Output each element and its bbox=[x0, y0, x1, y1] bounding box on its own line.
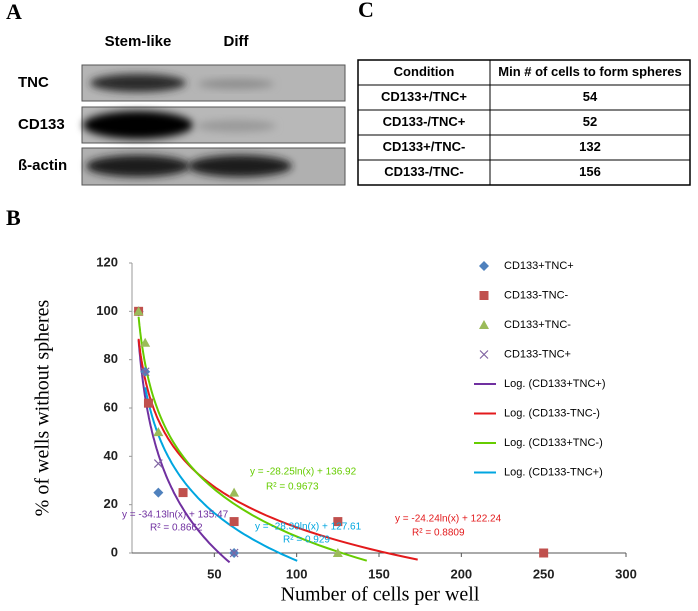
legend-label: Log. (CD133+TNC+) bbox=[504, 378, 606, 390]
trendline-equation: y = -34.13ln(x) + 135.47 bbox=[122, 510, 229, 521]
x-tick-label: 300 bbox=[615, 566, 637, 581]
y-tick-label: 0 bbox=[111, 544, 118, 559]
trendline bbox=[137, 339, 231, 564]
trendline-r2: R² = 0.9673 bbox=[266, 482, 319, 493]
trendline-equation: y = -28.39ln(x) + 127.61 bbox=[255, 522, 362, 533]
point bbox=[479, 261, 489, 271]
point bbox=[539, 548, 549, 558]
point bbox=[479, 291, 489, 300]
legend-label: Log. (CD133+TNC-) bbox=[504, 437, 603, 449]
trendline-r2: R² = 0.929 bbox=[283, 535, 330, 546]
table-cell: 156 bbox=[579, 164, 601, 179]
row-label: ß-actin bbox=[18, 157, 67, 174]
y-axis-label: % of wells without spheres bbox=[32, 299, 54, 516]
point bbox=[479, 320, 489, 329]
row-label: CD133 bbox=[18, 116, 65, 133]
legend-label: Log. (CD133-TNC-) bbox=[504, 407, 600, 419]
legend-label: CD133+TNC+ bbox=[504, 260, 574, 272]
table-cell: CD133-/TNC- bbox=[384, 164, 463, 179]
point bbox=[140, 367, 150, 377]
trendline-r2: R² = 0.8809 bbox=[412, 528, 465, 539]
trendline bbox=[144, 387, 298, 562]
y-tick-label: 100 bbox=[96, 303, 118, 318]
y-tick-label: 20 bbox=[104, 496, 118, 511]
column-label: Stem-like bbox=[105, 33, 172, 50]
y-tick-label: 80 bbox=[104, 351, 118, 366]
point bbox=[333, 517, 343, 527]
panel-label: A bbox=[6, 0, 22, 24]
y-tick-label: 60 bbox=[104, 399, 118, 414]
x-axis-label: Number of cells per well bbox=[281, 584, 480, 606]
table-cell: 132 bbox=[579, 139, 601, 154]
point bbox=[479, 350, 489, 359]
column-label: Diff bbox=[224, 33, 250, 50]
point bbox=[229, 517, 239, 527]
point bbox=[153, 427, 164, 437]
table-cell: 52 bbox=[583, 114, 597, 129]
legend-label: CD133-TNC- bbox=[504, 289, 569, 301]
table-cell: 54 bbox=[583, 89, 598, 104]
table-cell: CD133-/TNC+ bbox=[383, 114, 466, 129]
panel-label: B bbox=[6, 205, 21, 230]
x-tick-label: 200 bbox=[450, 566, 472, 581]
table-border bbox=[357, 59, 691, 186]
point bbox=[229, 548, 239, 558]
point bbox=[153, 487, 164, 498]
x-tick-label: 100 bbox=[286, 566, 308, 581]
table-cell: CD133+/TNC- bbox=[383, 139, 466, 154]
legend-label: Log. (CD133-TNC+) bbox=[504, 466, 603, 478]
trendline bbox=[137, 316, 368, 562]
y-tick-label: 40 bbox=[104, 448, 118, 463]
point bbox=[178, 488, 188, 498]
point bbox=[143, 398, 153, 408]
trendline-equation: y = -24.24ln(x) + 122.24 bbox=[395, 514, 502, 525]
row-label: TNC bbox=[18, 74, 49, 91]
x-tick-label: 150 bbox=[368, 566, 390, 581]
blot bbox=[81, 64, 346, 186]
trendline-equation: y = -28.25ln(x) + 136.92 bbox=[250, 467, 357, 478]
x-tick-label: 250 bbox=[533, 566, 555, 581]
table-header: Condition bbox=[394, 64, 455, 79]
legend-label: CD133-TNC+ bbox=[504, 348, 571, 360]
point bbox=[332, 548, 343, 557]
legend-label: CD133+TNC- bbox=[504, 319, 571, 331]
point bbox=[140, 337, 151, 347]
table: Condition Min # of cells to form spheres C… bbox=[357, 59, 691, 186]
panel-label: C bbox=[358, 0, 374, 22]
table-header: Min # of cells to form spheres bbox=[498, 64, 682, 79]
point bbox=[153, 459, 163, 469]
x-tick-label: 50 bbox=[207, 566, 221, 581]
point bbox=[229, 487, 240, 497]
table-cell: CD133+/TNC+ bbox=[381, 89, 467, 104]
trendline-r2: R² = 0.8662 bbox=[150, 523, 203, 534]
y-tick-label: 120 bbox=[96, 254, 118, 269]
point bbox=[133, 306, 144, 316]
